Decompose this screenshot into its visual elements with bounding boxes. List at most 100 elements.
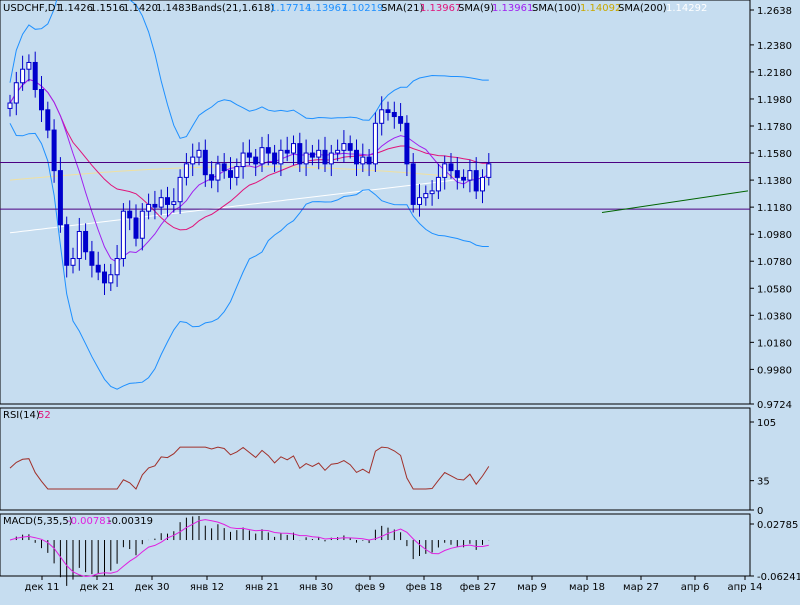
rsi-tick-label: 0 (757, 506, 763, 517)
candle-body (379, 109, 385, 124)
bollinger-lower (9, 123, 489, 390)
candle-body (95, 264, 101, 273)
macd-tick-label: -0.06241 (757, 572, 800, 583)
date-tick-label: янв 12 (190, 582, 224, 593)
candle-body (177, 176, 183, 203)
candle-body (467, 170, 473, 181)
date-tick-label: фев 18 (406, 582, 443, 593)
candle-body (209, 174, 215, 181)
candle-body (354, 149, 359, 165)
axes: 1.2638 1.2380 1.2180 1.1980 1.1780 1.1580 1.13… (24, 6, 800, 593)
candle-body (347, 143, 353, 151)
macd-header-label: MACD(5,35,5) (3, 516, 73, 527)
candle-body (335, 149, 341, 154)
candle-body (215, 163, 221, 181)
price-tick-label: 1.2180 (757, 68, 792, 79)
candle-body (246, 152, 252, 158)
candle-body (171, 201, 177, 205)
macd-panel[interactable] (0, 513, 751, 577)
candle-body (7, 102, 13, 109)
date-tick-label: фев 27 (460, 582, 497, 593)
candle-body (114, 258, 120, 276)
candle-body (417, 197, 422, 205)
price-tick-label: 1.2638 (757, 6, 792, 17)
candle-body (190, 156, 196, 165)
candle-body (32, 61, 38, 91)
candle-body (480, 176, 485, 192)
header-sma200-label: SMA(200) (618, 3, 667, 14)
header-high: 1.1516 (90, 3, 125, 14)
candle-body (183, 163, 189, 178)
header-low: 1.1420 (123, 3, 158, 14)
header-sma21-label: SMA(21) (381, 3, 423, 14)
rsi-tick-label: 35 (757, 477, 770, 488)
sma200-line (9, 175, 489, 234)
candle-body (120, 210, 126, 260)
candle-body (404, 122, 410, 165)
bollinger-upper (9, 0, 489, 139)
macd-header-value1: -0.00781 (67, 516, 112, 527)
candle-body (76, 230, 82, 260)
candle-body (234, 166, 240, 178)
price-tick-label: 1.1580 (757, 149, 792, 160)
candle-body (64, 224, 70, 266)
candle-body (102, 271, 107, 284)
candle-body (272, 152, 278, 165)
date-tick-label: мар 18 (569, 582, 605, 593)
candle-body (372, 122, 378, 165)
date-tick-label: мар 9 (517, 582, 547, 593)
price-tick-label: 1.2380 (757, 41, 792, 52)
candle-body (309, 152, 315, 158)
date-tick-label: фев 9 (355, 582, 385, 593)
header-bands-mid: 1.13967 (306, 3, 347, 14)
candle-body (360, 156, 366, 165)
candle-body (240, 152, 246, 168)
date-tick-label: янв 21 (245, 582, 279, 593)
rsi-line (9, 446, 490, 490)
rsi-tick-label: 105 (757, 418, 776, 429)
candle-body (435, 176, 441, 192)
price-chart (0, 0, 750, 390)
price-tick-label: 0.9724 (757, 400, 792, 411)
macd-signal-line (9, 519, 489, 578)
candle-body (221, 163, 227, 172)
macd-chart (9, 516, 490, 586)
header-sma200-value: 1.14292 (666, 3, 707, 14)
candle-body (158, 197, 164, 208)
candle-body (133, 217, 139, 239)
candle-body (45, 109, 51, 131)
header-sma9-value: 1.13961 (492, 3, 533, 14)
sma100-line (9, 166, 489, 181)
header-open: 1.1426 (58, 3, 93, 14)
candle-body (297, 143, 303, 165)
price-tick-label: 1.0380 (757, 311, 792, 322)
candle-body (259, 147, 265, 165)
price-tick-label: 1.1180 (757, 203, 792, 214)
candle-body (316, 149, 322, 158)
candle-body (83, 230, 89, 253)
price-tick-label: 0.9980 (757, 365, 792, 376)
date-tick-label: апр 14 (728, 582, 763, 593)
header-sma21-value: 1.13967 (420, 3, 461, 14)
candle-body (328, 152, 334, 165)
macd-tick-label: 0.02785 (757, 520, 798, 531)
candle-body (152, 203, 158, 208)
candle-body (278, 149, 284, 165)
candle-body (291, 143, 296, 154)
rsi-header-value: 52 (38, 410, 51, 421)
candle-body (461, 176, 467, 181)
candle-body (265, 147, 271, 154)
candle-body (284, 149, 290, 154)
header-sma9-label: SMA(9) (458, 3, 494, 14)
candle-body (57, 170, 63, 226)
main-panel[interactable] (0, 0, 751, 405)
rsi-header-label: RSI(14) (3, 410, 40, 421)
candle-body (139, 210, 145, 239)
candle-body (39, 89, 44, 111)
candle-body (454, 170, 460, 178)
price-tick-label: 1.1780 (757, 122, 792, 133)
price-tick-label: 1.0780 (757, 257, 792, 268)
candle-body (13, 82, 19, 104)
rsi-panel[interactable] (0, 407, 751, 511)
